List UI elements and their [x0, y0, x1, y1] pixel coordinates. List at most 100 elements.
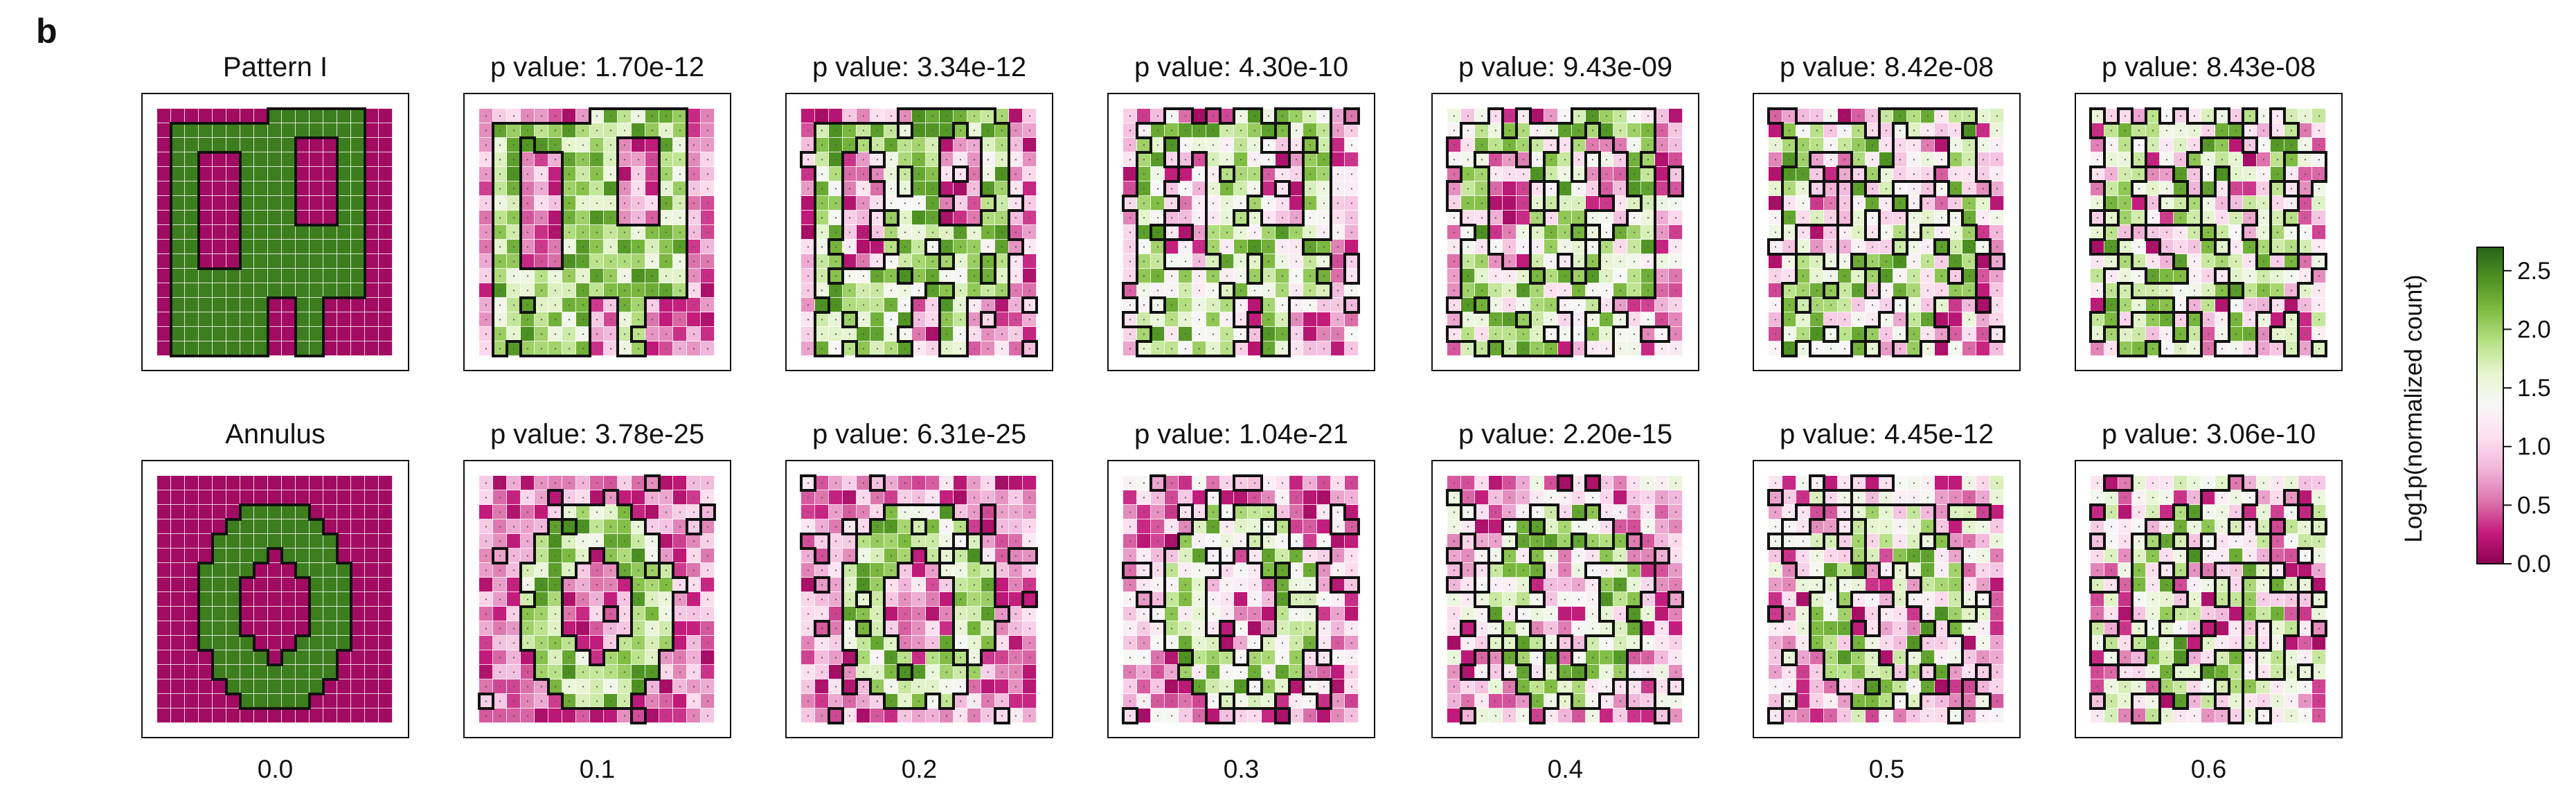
spot-marker	[1774, 319, 1777, 321]
spot-marker	[1591, 173, 1594, 175]
spot-marker	[1350, 159, 1353, 161]
spot-marker	[1577, 202, 1580, 204]
heatmap-cell	[254, 563, 268, 578]
spot-marker	[637, 246, 640, 248]
spot-marker	[876, 260, 879, 262]
spot-marker	[2110, 217, 2113, 219]
heatmap-cell	[240, 592, 254, 607]
spot-marker	[582, 319, 584, 321]
heatmap-cell	[240, 283, 254, 298]
spot-marker	[959, 144, 962, 146]
spot-marker	[1647, 217, 1649, 219]
heatmap-cell	[310, 679, 323, 694]
spot-marker	[2248, 333, 2251, 335]
spot-marker	[665, 188, 668, 190]
spot-marker	[1633, 304, 1636, 306]
heatmap-cell	[310, 519, 323, 534]
spot-marker	[1143, 115, 1145, 117]
heatmap-cell	[296, 694, 310, 709]
spot-marker	[554, 348, 557, 350]
spot-marker	[834, 159, 837, 161]
spot-marker	[1816, 144, 1818, 146]
spot-marker	[2207, 289, 2210, 292]
spot-marker	[918, 526, 920, 528]
spot-marker	[1522, 289, 1525, 292]
spot-marker	[2179, 275, 2182, 277]
heatmap-cell	[213, 225, 226, 240]
spot-marker	[1001, 246, 1003, 248]
heatmap-cell	[310, 607, 323, 621]
spot-marker	[890, 511, 893, 513]
spot-marker	[2235, 130, 2237, 132]
spot-marker	[485, 686, 488, 688]
spot-marker	[1802, 289, 1805, 292]
heatmap-cell	[379, 563, 393, 578]
spot-marker	[2304, 260, 2307, 262]
spot-marker	[1129, 130, 1132, 132]
spot-marker	[526, 584, 529, 586]
spot-marker	[1564, 348, 1566, 350]
heatmap-cell	[365, 225, 379, 240]
spot-marker	[2290, 202, 2293, 204]
spot-marker	[1564, 159, 1566, 161]
spot-marker	[918, 584, 920, 586]
spot-marker	[890, 217, 893, 219]
spot-marker	[890, 482, 893, 484]
spot-marker	[582, 584, 584, 586]
spot-marker	[1885, 333, 1888, 335]
spot-marker	[692, 246, 695, 248]
spot-marker	[1550, 289, 1553, 292]
spot-marker	[890, 526, 893, 528]
heatmap-cell	[199, 167, 213, 181]
spot-marker	[1295, 246, 1298, 248]
heatmap-cell	[268, 225, 282, 240]
spot-marker	[526, 159, 529, 161]
spot-marker	[1550, 260, 1553, 262]
spot-marker	[1605, 115, 1608, 117]
heatmap-cell	[365, 181, 379, 196]
spot-marker	[1156, 231, 1159, 233]
spot-marker	[1170, 159, 1173, 161]
spot-marker	[1494, 202, 1497, 204]
heatmap-cell	[185, 709, 199, 723]
spot-marker	[931, 289, 934, 292]
spot-marker	[2290, 304, 2293, 306]
spot-marker	[1001, 333, 1003, 335]
spot-marker	[918, 260, 920, 262]
spot-marker	[1226, 217, 1228, 219]
spot-marker	[959, 569, 962, 571]
spot-marker	[2165, 173, 2168, 175]
spot-marker	[1226, 231, 1228, 233]
spot-marker	[2124, 275, 2127, 277]
spot-marker	[582, 289, 584, 292]
spot-marker	[821, 260, 823, 262]
spot-marker	[876, 144, 879, 146]
spot-marker	[1129, 319, 1132, 321]
spot-marker	[821, 584, 823, 586]
spot-marker	[1788, 348, 1791, 350]
spot-marker	[1212, 188, 1215, 190]
spot-marker	[1453, 275, 1456, 277]
spot-marker	[1212, 348, 1215, 350]
spot-marker	[1899, 275, 1902, 277]
spot-marker	[848, 598, 851, 600]
spot-marker	[679, 333, 681, 335]
spot-marker	[1350, 231, 1353, 233]
heatmap-cell	[240, 578, 254, 592]
spot-marker	[1336, 130, 1339, 132]
spot-marker	[1996, 260, 1998, 262]
spot-marker	[1001, 173, 1003, 175]
spot-marker	[1564, 115, 1566, 117]
spot-marker	[1267, 159, 1270, 161]
spot-marker	[554, 482, 557, 484]
spot-marker	[904, 304, 906, 306]
spot-marker	[2096, 130, 2099, 132]
spot-marker	[692, 159, 695, 161]
heatmap-cell	[199, 709, 213, 723]
spot-marker	[807, 144, 810, 146]
spot-marker	[554, 584, 557, 586]
spot-marker	[918, 511, 920, 513]
spot-marker	[679, 304, 681, 306]
spot-marker	[665, 540, 668, 542]
spot-marker	[1156, 246, 1159, 248]
